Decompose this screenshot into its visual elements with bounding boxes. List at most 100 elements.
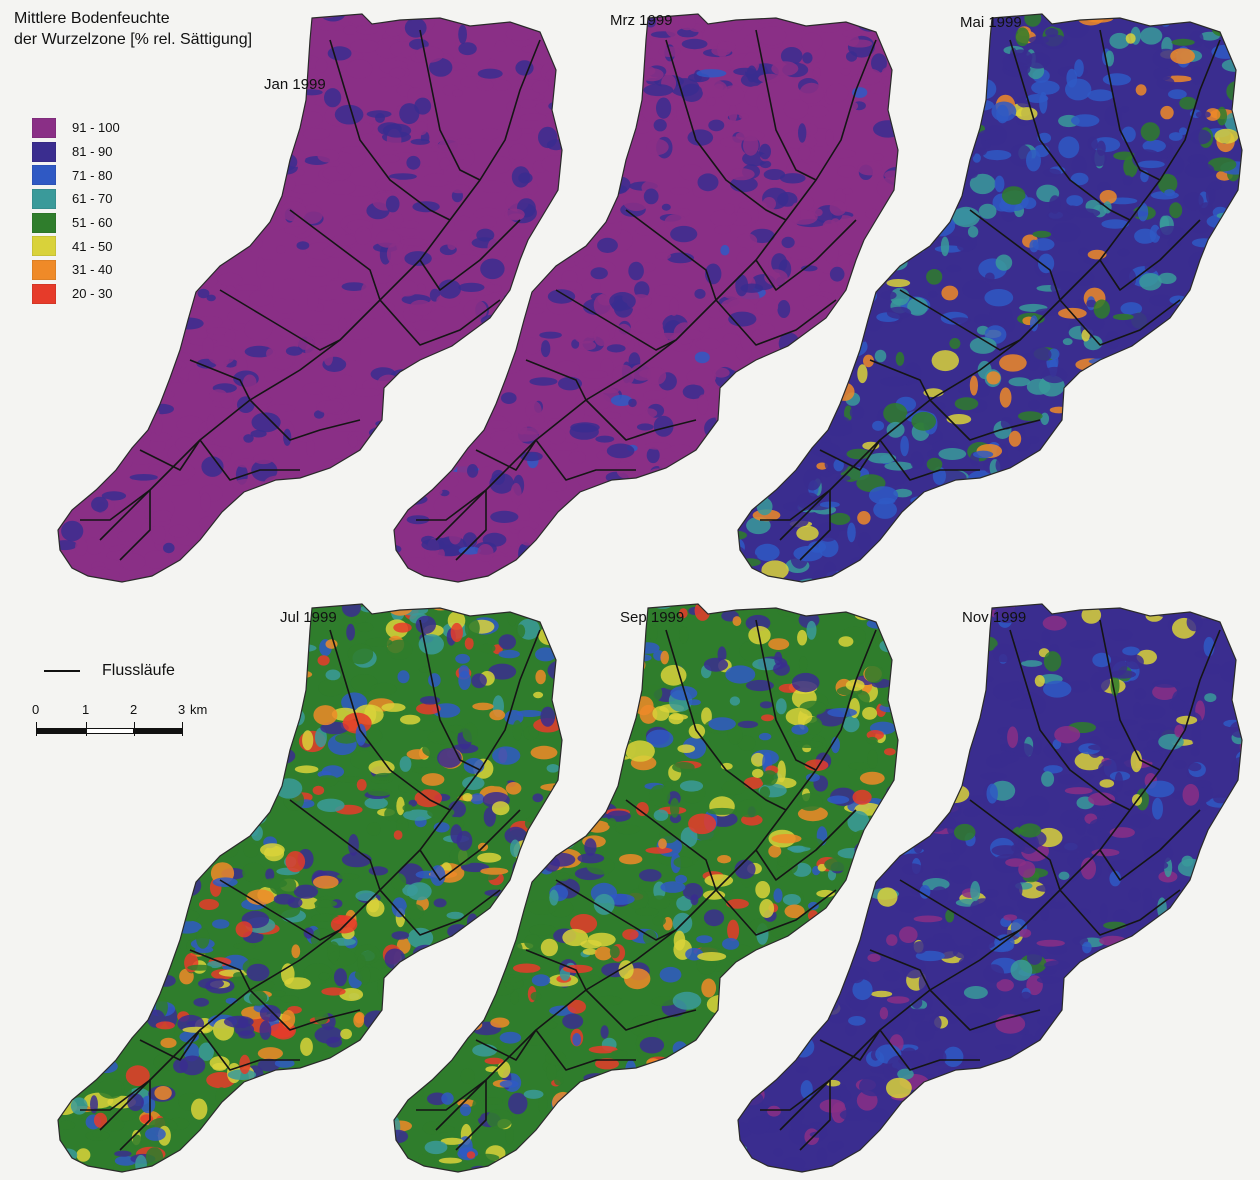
moisture-patch <box>134 883 144 906</box>
moisture-patch <box>1178 14 1195 17</box>
moisture-patch <box>400 238 429 246</box>
moisture-patch <box>1131 539 1148 552</box>
moisture-patch <box>137 643 157 655</box>
moisture-patch <box>1171 411 1196 433</box>
moisture-patch <box>708 717 736 731</box>
moisture-patch <box>236 1111 251 1127</box>
moisture-patch <box>919 521 947 542</box>
moisture-patch <box>508 430 539 442</box>
moisture-patch <box>734 859 756 879</box>
moisture-patch <box>267 990 286 997</box>
moisture-patch <box>477 544 494 562</box>
moisture-patch <box>121 1080 132 1099</box>
moisture-patch <box>269 1133 294 1154</box>
moisture-patch <box>1171 434 1189 454</box>
moisture-patch <box>483 807 496 827</box>
moisture-patch <box>175 436 196 452</box>
moisture-patch <box>231 187 249 206</box>
moisture-patch <box>910 244 926 254</box>
moisture-patch <box>600 1124 619 1147</box>
moisture-patch <box>676 895 693 911</box>
moisture-patch <box>1073 565 1087 582</box>
moisture-patch <box>868 486 899 505</box>
moisture-patch <box>185 59 202 68</box>
moisture-patch <box>709 502 730 522</box>
moisture-patch <box>633 1070 650 1090</box>
moisture-patch <box>64 441 73 458</box>
moisture-patch <box>951 672 979 693</box>
moisture-patch <box>243 567 255 582</box>
moisture-patch <box>335 776 365 783</box>
moisture-patch <box>618 82 632 93</box>
moisture-patch <box>257 1116 270 1136</box>
moisture-patch <box>374 772 396 781</box>
moisture-patch <box>188 369 200 385</box>
moisture-patch <box>562 1013 584 1029</box>
moisture-patch <box>890 205 918 225</box>
moisture-patch <box>934 15 946 29</box>
moisture-patch <box>126 611 141 632</box>
moisture-patch <box>1077 14 1086 18</box>
moisture-patch <box>945 128 975 146</box>
moisture-patch <box>298 1131 322 1147</box>
moisture-patch <box>397 670 410 684</box>
moisture-patch <box>172 305 201 313</box>
moisture-patch <box>1105 50 1115 67</box>
moisture-patch <box>708 119 725 132</box>
moisture-patch <box>589 158 615 177</box>
moisture-patch <box>983 799 1006 811</box>
moisture-patch <box>594 661 624 670</box>
moisture-patch <box>516 710 543 717</box>
moisture-patch <box>467 1169 479 1172</box>
moisture-patch <box>296 241 310 250</box>
moisture-patch <box>462 532 478 549</box>
moisture-patch <box>1170 313 1197 331</box>
moisture-patch <box>969 576 994 582</box>
moisture-patch <box>133 369 149 379</box>
moisture-patch <box>584 580 597 582</box>
moisture-patch <box>931 402 946 411</box>
moisture-patch <box>562 98 583 107</box>
moisture-patch <box>488 573 512 582</box>
moisture-patch <box>1015 27 1030 47</box>
moisture-patch <box>433 378 445 393</box>
river-line <box>219 289 341 351</box>
moisture-patch <box>700 1139 727 1151</box>
moisture-patch <box>1227 270 1242 288</box>
moisture-patch <box>837 362 850 380</box>
moisture-patch <box>572 45 585 63</box>
moisture-patch <box>881 42 909 49</box>
moisture-patch <box>358 1156 378 1167</box>
moisture-patch <box>900 435 909 457</box>
moisture-patch <box>174 317 204 330</box>
moisture-patch <box>1223 366 1242 388</box>
moisture-patch <box>731 470 747 489</box>
moisture-patch <box>678 478 705 492</box>
moisture-patch <box>678 608 688 619</box>
moisture-patch <box>190 604 207 609</box>
moisture-patch <box>291 184 318 194</box>
moisture-patch <box>761 770 778 786</box>
moisture-patch <box>1086 488 1097 504</box>
moisture-patch <box>649 624 658 642</box>
moisture-patch <box>661 203 671 211</box>
moisture-patch <box>574 330 597 344</box>
moisture-patch <box>521 564 551 576</box>
moisture-patch <box>983 579 1011 582</box>
moisture-patch <box>696 1127 714 1141</box>
moisture-patch <box>74 902 85 912</box>
moisture-patch <box>1126 378 1139 396</box>
moisture-patch <box>154 897 172 905</box>
moisture-patch <box>122 884 146 904</box>
moisture-patch <box>157 157 169 167</box>
moisture-patch <box>1026 94 1049 103</box>
moisture-patch <box>145 215 156 227</box>
moisture-patch <box>568 25 598 36</box>
moisture-patch <box>1150 542 1167 559</box>
moisture-patch <box>955 111 983 120</box>
moisture-patch <box>1131 459 1152 470</box>
moisture-patch <box>111 1000 138 1008</box>
moisture-patch <box>842 716 860 733</box>
moisture-patch <box>63 683 91 702</box>
moisture-patch <box>759 160 772 169</box>
